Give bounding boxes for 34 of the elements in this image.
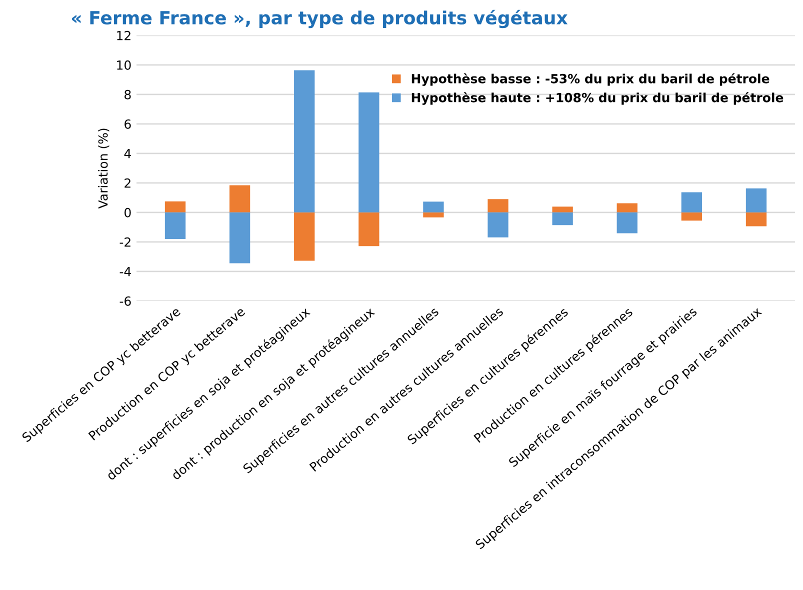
- bar: [164, 201, 186, 212]
- chart-title: « Ferme France », par type de produits végétaux: [72, 10, 568, 28]
- bar: [423, 202, 444, 212]
- bar: [229, 212, 250, 264]
- bar: [552, 206, 573, 212]
- bar: [616, 212, 638, 234]
- legend-label: Hypothèse haute : +108% du prix du baril de pétrole: [412, 92, 784, 105]
- bar: [294, 212, 315, 261]
- y-tick-label: 6: [124, 119, 131, 129]
- bar: [488, 212, 508, 238]
- bar: [616, 203, 638, 212]
- bar: [423, 212, 444, 218]
- y-tick-label: 0: [124, 208, 131, 218]
- bar: [681, 192, 702, 212]
- bar: [229, 185, 250, 212]
- bar: [552, 212, 573, 226]
- bar: [164, 212, 186, 239]
- bar: [294, 70, 315, 212]
- y-tick-label: 2: [124, 178, 130, 188]
- y-tick-label: -2: [120, 237, 130, 247]
- bar: [358, 92, 380, 212]
- bar: [681, 212, 702, 221]
- bar: [358, 212, 380, 246]
- y-tick-label: 10: [117, 60, 131, 70]
- legend-label: Hypothèse basse : -53% du prix du baril de pétrole: [412, 73, 770, 86]
- y-tick-label: 4: [124, 149, 131, 158]
- y-tick-label: -4: [120, 267, 131, 276]
- bar: [746, 188, 767, 212]
- y-tick-label: 8: [124, 90, 131, 100]
- y-tick-label: 12: [117, 30, 130, 40]
- y-axis-title: Variation (%): [98, 128, 110, 209]
- bar: [488, 199, 508, 212]
- bar: [746, 212, 767, 226]
- y-tick-label: -6: [120, 296, 131, 306]
